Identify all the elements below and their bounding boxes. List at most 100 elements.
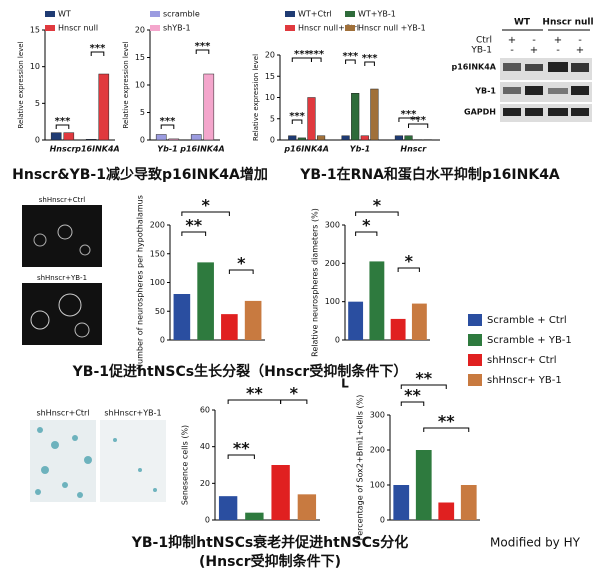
x-tick-label: Yb-1 bbox=[350, 145, 370, 154]
significance-label: ** bbox=[246, 384, 263, 403]
significance-bracket bbox=[397, 267, 420, 272]
y-axis-label: Relative expression level bbox=[122, 41, 130, 128]
y-axis-label: Percentage of Sox2+Bmi1+cells (%) bbox=[356, 395, 365, 541]
bar bbox=[390, 318, 406, 340]
bar bbox=[190, 134, 202, 141]
sphere-images bbox=[22, 205, 102, 345]
caption: Hnscr&YB-1减少导致p16INK4A增加 bbox=[12, 166, 268, 183]
bar bbox=[50, 132, 62, 141]
blot-sign: - bbox=[556, 45, 560, 56]
y-tick-label: 0 bbox=[335, 336, 340, 345]
legend-swatch bbox=[285, 11, 295, 17]
significance-label: *** bbox=[362, 53, 378, 64]
significance-bracket bbox=[280, 399, 308, 404]
significance-label: *** bbox=[195, 41, 211, 52]
y-tick-label: 15 bbox=[30, 26, 40, 35]
significance-label: *** bbox=[308, 49, 324, 60]
bar bbox=[297, 137, 306, 141]
watermark: Modified by HY bbox=[490, 536, 581, 550]
legend-label: Scramble + YB-1 bbox=[487, 335, 572, 346]
x-tick-label: p16INK4A bbox=[179, 145, 225, 154]
bar bbox=[288, 135, 297, 141]
legend-swatch bbox=[345, 25, 355, 31]
significance-label: *** bbox=[401, 109, 417, 120]
significance-bracket bbox=[355, 231, 378, 236]
bar bbox=[197, 262, 214, 340]
significance-bracket bbox=[160, 124, 175, 129]
bar bbox=[244, 300, 262, 340]
x-tick-label: Hnscr bbox=[50, 145, 77, 154]
significance-bracket bbox=[400, 401, 425, 406]
bar bbox=[341, 135, 350, 141]
bar bbox=[221, 314, 238, 340]
bar bbox=[394, 135, 404, 141]
blot-band-label: p16INK4A bbox=[452, 63, 497, 72]
y-axis-label: Relative expression level bbox=[17, 41, 25, 128]
significance-bracket bbox=[195, 49, 210, 54]
x-tick-label: Hnscr bbox=[400, 145, 427, 154]
legend-label: WT+Ctrl bbox=[298, 10, 332, 19]
bar bbox=[98, 73, 110, 141]
bar bbox=[203, 73, 215, 141]
legend-label: Scramble + Ctrl bbox=[487, 315, 567, 326]
y-tick-label: 15 bbox=[265, 72, 275, 81]
significance-bracket bbox=[227, 454, 255, 459]
blot-sign: + bbox=[576, 45, 584, 56]
bar bbox=[360, 135, 369, 141]
y-axis-label: Relative neurospheres diameters (%) bbox=[311, 208, 320, 357]
blot-band-label: YB-1 bbox=[474, 87, 496, 96]
caption: (Hnscr受抑制条件下) bbox=[199, 553, 341, 570]
caption: YB-1促进htNSCs生长分裂（Hnscr受抑制条件下） bbox=[72, 363, 408, 380]
significance-bracket bbox=[355, 211, 399, 216]
significance-label: ** bbox=[185, 216, 202, 235]
bar bbox=[218, 496, 238, 520]
significance-bracket bbox=[310, 57, 322, 62]
y-tick-label: 0 bbox=[160, 336, 165, 345]
bar bbox=[411, 303, 427, 340]
significance-label: * bbox=[362, 216, 371, 235]
blot-row: Ctrl bbox=[476, 36, 492, 46]
significance-label: * bbox=[405, 252, 414, 271]
y-axis-label: Number of neurospheres per hypothalamus bbox=[136, 195, 145, 370]
image-label: shHnscr+Ctrl bbox=[39, 196, 86, 204]
significance-bracket bbox=[398, 117, 419, 122]
blot-band-label: GAPDH bbox=[464, 108, 496, 117]
y-tick-label: 0 bbox=[140, 136, 145, 145]
significance-label: ** bbox=[438, 412, 455, 431]
bar bbox=[297, 494, 317, 520]
legend-swatch bbox=[468, 314, 482, 326]
legend-swatch bbox=[150, 25, 160, 31]
blot-sign: - bbox=[532, 35, 536, 46]
bar bbox=[85, 139, 97, 141]
bar bbox=[351, 93, 360, 141]
y-tick-label: 10 bbox=[265, 93, 275, 102]
significance-bracket bbox=[423, 427, 470, 432]
bar bbox=[168, 138, 180, 141]
blot-sign: - bbox=[578, 35, 582, 46]
image-label: shHnscr+YB-1 bbox=[104, 409, 161, 418]
legend-swatch bbox=[45, 25, 55, 31]
x-tick-label: Yb-1 bbox=[157, 145, 177, 154]
significance-label: *** bbox=[289, 111, 305, 122]
legend-swatch bbox=[45, 11, 55, 17]
blot-sign: + bbox=[508, 35, 516, 46]
legend-swatch bbox=[468, 354, 482, 366]
significance-bracket bbox=[408, 123, 429, 128]
bar bbox=[348, 301, 364, 340]
legend-swatch bbox=[150, 11, 160, 17]
y-tick-label: 20 bbox=[200, 479, 210, 488]
image-label: shHnscr+YB-1 bbox=[37, 274, 87, 282]
legend-label: shHnscr+ Ctrl bbox=[487, 355, 557, 366]
significance-label: ** bbox=[404, 386, 421, 405]
legend-label: WT+YB-1 bbox=[358, 10, 396, 19]
bar bbox=[404, 135, 413, 141]
y-tick-label: 10 bbox=[30, 62, 40, 71]
y-tick-label: 15 bbox=[135, 53, 145, 62]
caption: YB-1抑制htNSCs衰老并促进htNSCs分化 bbox=[131, 534, 409, 551]
blot-group: Hnscr null bbox=[542, 18, 593, 28]
y-tick-label: 300 bbox=[325, 221, 340, 230]
legend-swatch bbox=[468, 334, 482, 346]
bar bbox=[63, 132, 75, 141]
y-tick-label: 0 bbox=[35, 136, 40, 145]
